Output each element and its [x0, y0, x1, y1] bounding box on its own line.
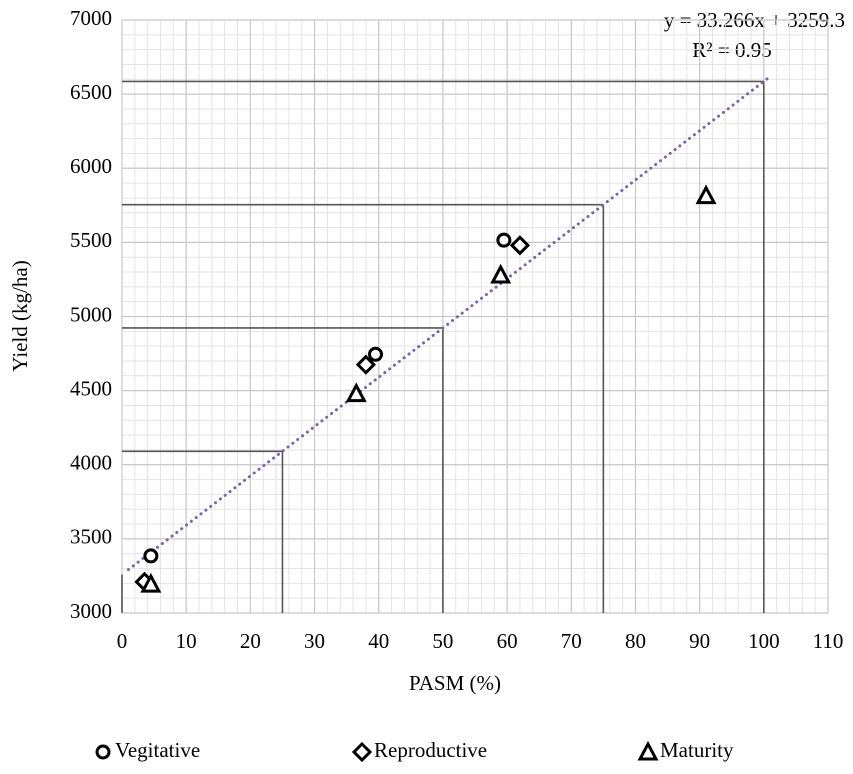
- marker: [496, 232, 512, 248]
- y-tick-label: 6000: [70, 154, 112, 178]
- legend-label: Reproductive: [374, 738, 487, 762]
- marker: [490, 263, 512, 284]
- x-tick-label: 10: [176, 629, 197, 653]
- marker: [355, 354, 377, 375]
- trendline: [126, 74, 772, 572]
- x-tick-label: 100: [748, 629, 780, 653]
- marker: [345, 382, 367, 403]
- legend-label: Maturity: [660, 738, 734, 762]
- y-tick-label: 3500: [70, 525, 112, 549]
- x-tick-label: 50: [432, 629, 453, 653]
- y-tick-label: 5000: [70, 302, 112, 326]
- x-tick-label: 40: [368, 629, 389, 653]
- x-tick-label: 0: [117, 629, 128, 653]
- y-axis-label: Yield (kg/ha): [8, 260, 32, 371]
- x-tick-label: 110: [813, 629, 844, 653]
- y-tick-label: 4500: [70, 376, 112, 400]
- y-tick-label: 6500: [70, 80, 112, 104]
- legend-marker: [95, 744, 111, 760]
- legend-label: Vegitative: [115, 738, 200, 762]
- y-tick-label: 5500: [70, 228, 112, 252]
- y-tick-label: 7000: [70, 6, 112, 30]
- legend-marker: [637, 740, 659, 761]
- x-tick-label: 70: [561, 629, 582, 653]
- y-tick-label: 4000: [70, 451, 112, 475]
- x-tick-label: 20: [240, 629, 261, 653]
- marker: [695, 184, 717, 205]
- marker: [509, 235, 531, 256]
- x-tick-label: 80: [625, 629, 646, 653]
- x-tick-label: 30: [304, 629, 325, 653]
- marker: [368, 346, 384, 362]
- legend-marker: [351, 741, 373, 763]
- x-axis-label: PASM (%): [409, 671, 501, 695]
- marker: [143, 548, 159, 564]
- x-tick-label: 90: [689, 629, 710, 653]
- x-tick-label: 60: [497, 629, 518, 653]
- marker: [140, 572, 162, 593]
- y-tick-label: 3000: [70, 599, 112, 623]
